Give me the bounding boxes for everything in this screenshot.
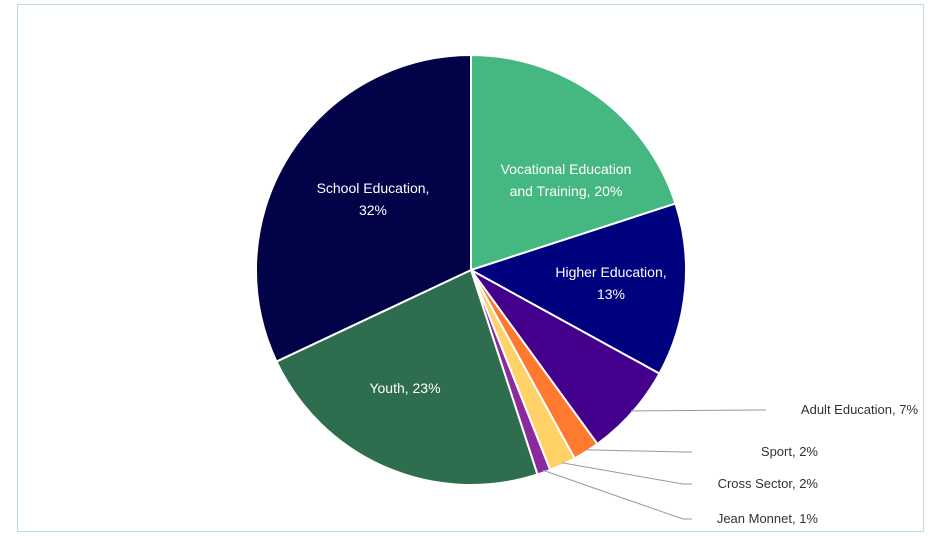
slice-label-adult-education: Adult Education, 7% [801,402,919,417]
slice-label-vocational-education-and-training: Vocational Education and Training, 20% [501,161,632,199]
slice-label-cross-sector: Cross Sector, 2% [718,476,819,491]
leader-line-cross-sector [561,462,692,485]
pie-slice-school-education [255,53,472,363]
pie-slices [255,53,687,486]
slice-label-jean-monnet: Jean Monnet, 1% [717,511,819,526]
leader-line-adult-education [630,409,766,412]
pie-slice-higher-education [468,202,687,375]
slice-label-youth: Youth, 23% [369,380,440,396]
slice-label-school-education: School Education, 32% [317,180,430,218]
slice-label-higher-education: Higher Education, 13% [555,264,666,302]
leader-lines [543,409,766,520]
leader-line-sport [585,449,692,453]
slice-label-sport: Sport, 2% [761,444,819,459]
leader-line-jean-monnet [543,469,692,520]
slice-labels: Vocational Education and Training, 20% Hig… [317,161,919,526]
pie-slice-vocational-education-and-training [470,53,677,272]
pie-slice-youth [275,268,539,486]
